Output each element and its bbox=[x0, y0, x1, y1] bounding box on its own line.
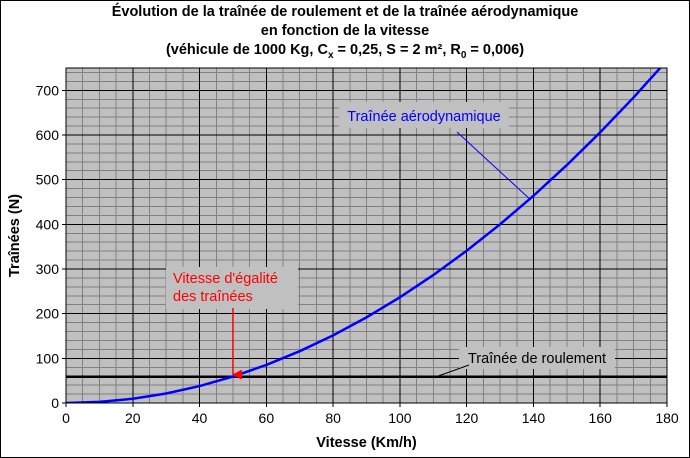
x-tick-label: 180 bbox=[655, 410, 679, 426]
annotation-aero-label: Traînée aérodynamique bbox=[347, 109, 500, 125]
y-tick-label: 400 bbox=[36, 216, 60, 232]
annotation-equality-label-line-1: Vitesse d'égalité bbox=[173, 271, 278, 287]
annotation-aero-leader bbox=[456, 131, 531, 200]
y-tick-label: 700 bbox=[36, 82, 60, 98]
x-tick-label: 80 bbox=[325, 410, 341, 426]
axes-layer: 0 100 200 300 400 500 600 700 0 20 40 60 80 100 120 140… bbox=[7, 67, 679, 451]
x-tick-label: 40 bbox=[192, 410, 208, 426]
annotation-rolling-label: Traînée de roulement bbox=[468, 351, 606, 367]
x-tick-label: 60 bbox=[259, 410, 275, 426]
annotation-rolling-leader bbox=[436, 364, 470, 378]
x-tick-label: 160 bbox=[589, 410, 613, 426]
y-tick-label: 600 bbox=[36, 127, 60, 143]
series-layer bbox=[66, 68, 667, 403]
y-tick-label: 100 bbox=[36, 350, 60, 366]
y-axis-label: Traînées (N) bbox=[7, 194, 23, 277]
x-tick-label: 140 bbox=[522, 410, 546, 426]
chart-title-line-3-mid: = 0,25, S = 2 m², R bbox=[333, 42, 461, 58]
y-tick-label: 300 bbox=[36, 261, 60, 277]
annotation-aero-bg bbox=[339, 102, 509, 128]
x-axis-label: Vitesse (Km/h) bbox=[316, 435, 417, 451]
chart-title-line-2: en fonction de la vitesse bbox=[260, 23, 430, 39]
chart-title-line-1: Évolution de la traînée de roulement et … bbox=[111, 4, 579, 20]
series-line-trainee-aerodynamique bbox=[66, 68, 662, 403]
chart-title-line-3-suffix: = 0,006) bbox=[466, 42, 525, 58]
plot-border bbox=[65, 67, 668, 404]
annotation-equality-bg bbox=[166, 267, 298, 309]
y-tick-label: 500 bbox=[36, 172, 60, 188]
chart-title: Évolution de la traînée de roulement et … bbox=[1, 3, 689, 65]
x-tick-label: 0 bbox=[62, 410, 70, 426]
annotations: Traînée aérodynamique Traînée de roulemen… bbox=[166, 102, 615, 380]
chart-title-line-3: (véhicule de 1000 Kg, Cx = 0,25, S = 2 m… bbox=[1, 41, 689, 65]
chart-title-line-3-prefix: (véhicule de 1000 Kg, C bbox=[165, 42, 328, 58]
y-tick-label: 200 bbox=[36, 306, 60, 322]
x-tick-label: 120 bbox=[455, 410, 479, 426]
annotation-equality-label-line-2: des traînées bbox=[173, 289, 253, 305]
chart-title-r0-subscript: 0 bbox=[460, 49, 467, 61]
minor-gridlines bbox=[66, 68, 667, 403]
x-tick-label: 20 bbox=[125, 410, 141, 426]
y-tick-label: 0 bbox=[51, 395, 59, 411]
x-tick-label: 100 bbox=[388, 410, 412, 426]
chart-title-cx-subscript: x bbox=[327, 49, 334, 61]
annotation-rolling-bg bbox=[459, 347, 615, 369]
